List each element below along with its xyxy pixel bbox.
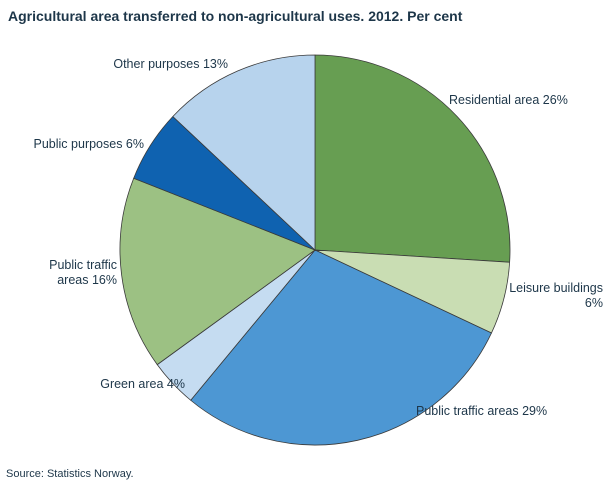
pie-slice-4-public-traffic-areas <box>119 177 316 366</box>
slice-label-public-purposes: Public purposes 6% <box>33 137 144 151</box>
source-text: Source: Statistics Norway. <box>6 468 134 480</box>
slice-label-leisure-buildings: Leisure buildings 6% <box>509 281 603 311</box>
slice-label-line: Public traffic <box>49 258 117 272</box>
slice-label-other-purposes: Other purposes 13% <box>113 57 228 71</box>
slice-label-line: Leisure buildings <box>509 281 603 295</box>
slice-label-public-traffic-areas-29: Public traffic areas 29% <box>416 404 548 418</box>
pie-slice-0-residential-area <box>314 54 511 263</box>
slice-label-line: 6% <box>584 296 603 310</box>
pie-slice-2-public-traffic-areas <box>190 249 492 446</box>
slice-label-green-area: Green area 4% <box>100 377 185 391</box>
slice-label-line: areas 16% <box>57 273 117 287</box>
chart-title: Agricultural area transferred to non-agr… <box>8 8 463 24</box>
slice-label-public-traffic-areas-16: Public traffic areas 16% <box>49 258 117 288</box>
pie-slice-6-other-purposes <box>172 54 316 251</box>
slice-label-residential-area: Residential area 26% <box>449 93 568 107</box>
